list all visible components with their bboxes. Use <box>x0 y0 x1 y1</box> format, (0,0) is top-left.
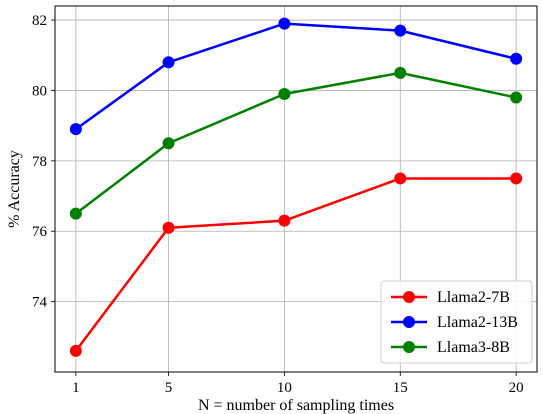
data-point-llama3-8b <box>162 137 175 150</box>
data-point-llama2-13b <box>162 56 175 69</box>
data-point-llama2-7b <box>278 214 291 227</box>
data-point-llama3-8b <box>69 207 82 220</box>
y-tick-label: 80 <box>32 83 47 99</box>
data-point-llama3-8b <box>394 66 407 79</box>
data-point-llama2-13b <box>69 123 82 136</box>
series-line-llama3-8b <box>75 71 517 215</box>
data-point-llama2-13b <box>510 52 523 65</box>
x-tick-label: 15 <box>393 380 408 396</box>
x-tick-label: 10 <box>277 380 292 396</box>
series-line-llama2-13b <box>75 22 517 131</box>
data-point-llama3-8b <box>278 87 291 100</box>
legend-marker <box>403 291 415 303</box>
x-tick-label: 5 <box>165 380 173 396</box>
y-axis-label: % Accuracy <box>6 150 23 228</box>
data-point-llama2-13b <box>278 17 291 30</box>
x-tick-label: 1 <box>72 380 80 396</box>
x-axis-label: N = number of sampling times <box>198 397 394 414</box>
data-point-llama2-7b <box>69 344 82 357</box>
series-group <box>69 17 523 357</box>
data-point-llama2-13b <box>394 24 407 37</box>
data-point-llama3-8b <box>510 91 523 104</box>
legend-marker <box>403 316 415 328</box>
x-tick-label: 20 <box>509 380 524 396</box>
y-tick-label: 76 <box>32 224 48 240</box>
y-tick-label: 78 <box>32 154 47 170</box>
legend-label: Llama3-8B <box>437 339 510 356</box>
data-point-llama2-7b <box>510 172 523 185</box>
legend-box <box>380 280 533 364</box>
y-tick-label: 74 <box>32 295 48 311</box>
data-point-llama2-7b <box>394 172 407 185</box>
data-point-llama2-7b <box>162 221 175 234</box>
legend-label: Llama2-13B <box>437 314 518 331</box>
y-tick-label: 82 <box>32 13 47 29</box>
plot-frame <box>54 5 538 373</box>
legend-marker <box>403 341 415 353</box>
legend-label: Llama2-7B <box>437 289 510 306</box>
legend: Llama2-7B Llama2-13B Llama3-8B <box>380 280 533 364</box>
